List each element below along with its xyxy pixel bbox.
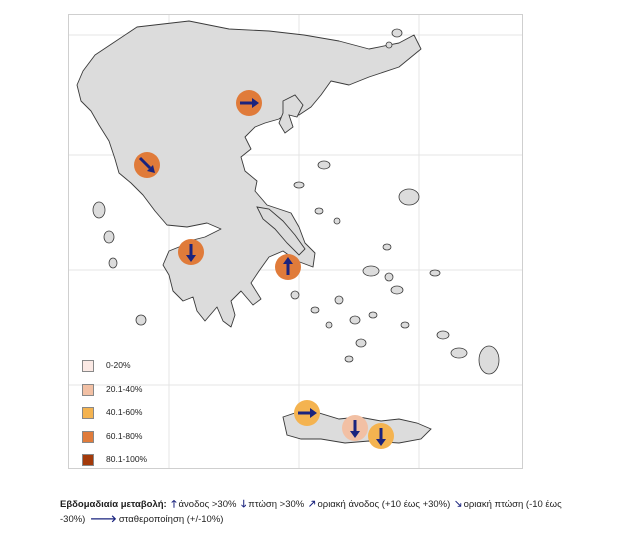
island: [429, 269, 441, 277]
caption-slight-down-text-cont: -30%): [60, 514, 86, 525]
island: [450, 347, 468, 359]
trend-arrowhead-icon: [186, 255, 196, 262]
island: [349, 315, 361, 325]
greece-map: [69, 15, 522, 468]
trend-arrowhead-icon: [252, 98, 259, 108]
legend-swatch-0-20: [82, 360, 94, 372]
trend-arrowhead-icon: [376, 439, 386, 446]
caption-title: Εβδομαδιαία μεταβολή:: [60, 499, 167, 510]
caption-down-text: πτώση >30%: [248, 499, 305, 510]
island: [391, 28, 403, 38]
legend-label: 40.1-60%: [106, 407, 143, 417]
marker-heraklion: [368, 423, 394, 449]
island: [390, 285, 404, 295]
island: [355, 338, 367, 348]
marker-patras: [178, 239, 204, 265]
trend-arrowhead-icon: [310, 408, 317, 418]
caption-stable-text: σταθεροποίηση (+/-10%): [118, 514, 224, 525]
arrow-down-icon: 🡓: [241, 499, 247, 510]
marker-chania: [294, 400, 320, 426]
island: [398, 188, 420, 206]
evia-island: [256, 206, 306, 256]
island: [314, 207, 324, 215]
island: [334, 295, 344, 305]
legend-swatch-40-60: [82, 407, 94, 419]
arrow-down-right-icon: 🡖: [454, 499, 462, 510]
arrow-up-icon: 🡑: [171, 499, 177, 510]
island: [436, 330, 450, 340]
island: [317, 160, 331, 170]
legend-label: 60.1-80%: [106, 430, 143, 441]
map-legend: 0-20% 20.1-40% 40.1-60% 60.1-80% 80.1-10…: [82, 358, 202, 476]
island: [293, 181, 305, 189]
legend-swatch-20-40: [82, 383, 94, 396]
island: [325, 321, 333, 329]
chalkidiki-peninsula: [278, 94, 304, 134]
legend-label: 80.1-100%: [106, 454, 148, 464]
island: [108, 257, 118, 269]
island: [385, 41, 393, 49]
island: [333, 217, 341, 225]
island: [382, 243, 392, 251]
trend-arrowhead-icon: [147, 165, 155, 173]
mainland-greece: [76, 20, 422, 328]
marker-thessaloniki: [236, 90, 262, 116]
caption-slight-up-text: οριακή άνοδος (+10 έως +30%): [317, 499, 451, 510]
legend-label: 0-20%: [106, 360, 131, 370]
trend-arrowhead-icon: [350, 431, 360, 438]
island: [103, 230, 115, 244]
island: [290, 290, 300, 300]
island: [400, 321, 410, 329]
arrow-right-icon: 🡒: [89, 514, 117, 525]
island: [362, 265, 380, 277]
caption-slight-down-text: οριακή πτώση (-10 έως: [463, 499, 562, 510]
legend-swatch-80-100: [82, 454, 94, 466]
caption-up-text: άνοδος >30%: [178, 499, 237, 510]
marker-rethymno: [342, 415, 368, 441]
island: [368, 311, 378, 319]
island: [92, 201, 106, 219]
landmass: [76, 20, 500, 444]
region-markers: [134, 90, 394, 449]
trend-arrow-icon: [138, 156, 152, 170]
map-frame: [68, 14, 523, 469]
trend-caption: Εβδομαδιαία μεταβολή: 🡑 άνοδος >30% 🡓 πτώσ…: [60, 497, 580, 527]
legend-item: 60.1-80%: [82, 429, 202, 453]
legend-label: 20.1-40%: [106, 383, 143, 394]
marker-athens: [275, 254, 301, 280]
legend-item: 80.1-100%: [82, 452, 202, 476]
island: [478, 345, 500, 375]
legend-swatch-60-80: [82, 430, 94, 443]
legend-item: 20.1-40%: [82, 382, 202, 406]
island: [384, 272, 394, 282]
island: [310, 306, 320, 314]
trend-arrowhead-icon: [283, 257, 293, 264]
island: [344, 355, 354, 363]
arrow-up-right-icon: 🡕: [308, 499, 316, 510]
marker-ioannina: [134, 152, 160, 178]
legend-item: 40.1-60%: [82, 405, 202, 429]
island: [135, 314, 147, 326]
legend-item: 0-20%: [82, 358, 202, 382]
